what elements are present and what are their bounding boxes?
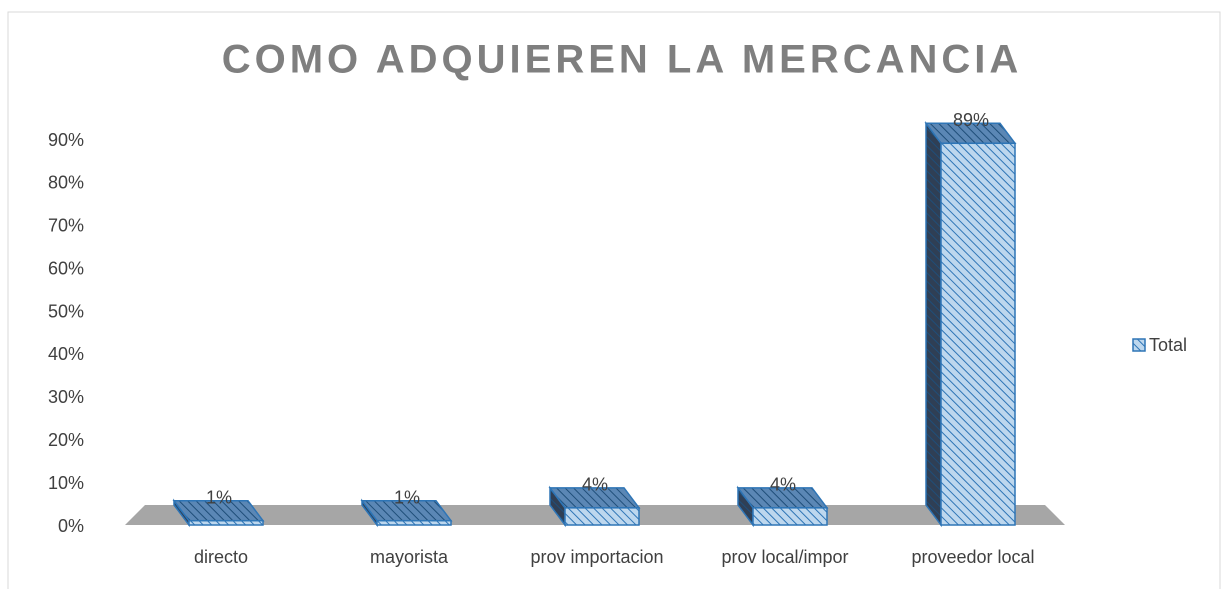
data-label: 4% — [770, 475, 796, 495]
bar — [736, 485, 829, 528]
y-tick-label: 40% — [48, 344, 84, 364]
bar-front — [940, 142, 1016, 526]
bar — [172, 498, 265, 528]
y-tick-label: 60% — [48, 258, 84, 278]
chart-title: COMO ADQUIEREN LA MERCANCIA — [222, 38, 1023, 82]
bar-side — [925, 121, 942, 528]
x-tick-label: prov local/impor — [721, 547, 848, 567]
y-tick-label: 10% — [48, 473, 84, 493]
bar-front — [376, 519, 452, 526]
y-tick-label: 70% — [48, 216, 84, 236]
x-tick-label: directo — [194, 547, 248, 567]
x-tick-label: prov importacion — [530, 547, 663, 567]
y-tick-label: 50% — [48, 301, 84, 321]
bar-front — [564, 507, 640, 526]
y-tick-label: 0% — [58, 516, 84, 536]
y-tick-label: 90% — [48, 130, 84, 150]
bar — [548, 485, 641, 528]
bar-front — [752, 507, 828, 526]
y-tick-label: 20% — [48, 430, 84, 450]
y-tick-label: 30% — [48, 387, 84, 407]
bar-front — [188, 519, 264, 526]
data-label: 4% — [582, 475, 608, 495]
bar — [924, 121, 1017, 528]
data-label: 89% — [953, 110, 989, 130]
x-tick-label: mayorista — [370, 547, 449, 567]
legend-swatch — [1132, 338, 1146, 352]
legend-label: Total — [1149, 335, 1187, 355]
data-label: 1% — [206, 487, 232, 507]
bar — [360, 498, 453, 528]
chart-border — [7, 11, 1221, 589]
y-tick-label: 80% — [48, 173, 84, 193]
x-tick-label: proveedor local — [911, 547, 1034, 567]
data-label: 1% — [394, 487, 420, 507]
